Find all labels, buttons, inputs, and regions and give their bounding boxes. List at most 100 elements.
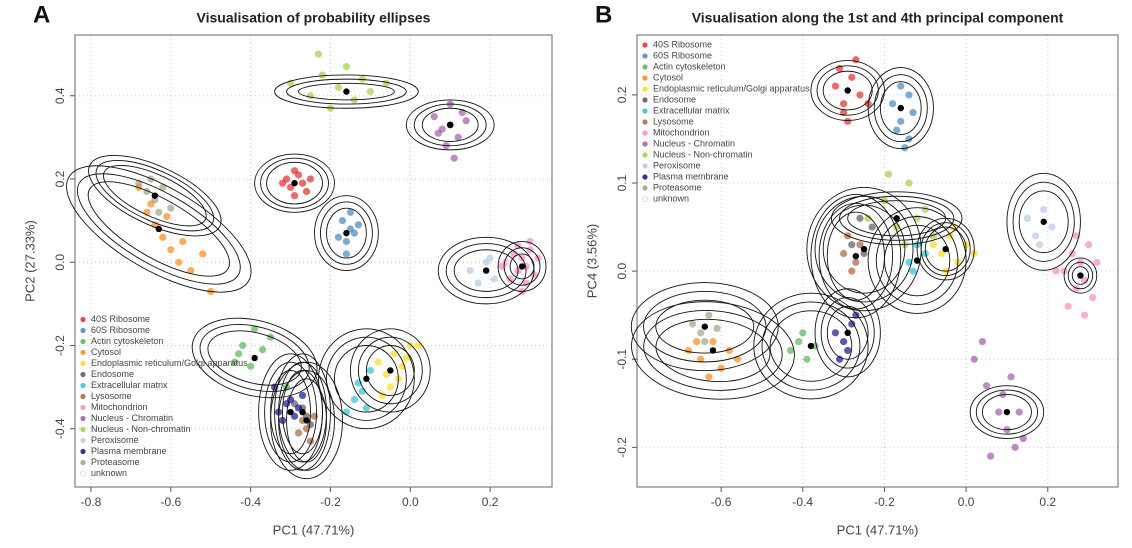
point <box>163 212 171 221</box>
point <box>239 341 247 350</box>
legend-label: Nucleus - Non-chromatin <box>653 149 753 159</box>
point <box>1031 232 1040 240</box>
legend-label: Proteasome <box>91 457 140 467</box>
point <box>406 341 414 350</box>
point <box>795 338 803 346</box>
legend-label: Lysosome <box>91 391 132 401</box>
point <box>187 266 195 275</box>
point <box>897 82 905 90</box>
point <box>294 171 303 179</box>
point <box>362 404 370 412</box>
probability-ellipse <box>88 154 222 237</box>
centroid <box>942 245 949 253</box>
probability-ellipse <box>421 107 479 142</box>
point <box>848 267 856 275</box>
point <box>713 324 721 333</box>
point <box>147 175 155 183</box>
point <box>366 366 374 375</box>
probability-ellipse <box>814 195 914 303</box>
x-tick-label: -0.6 <box>711 495 732 509</box>
point <box>1064 302 1072 310</box>
centroid <box>251 354 258 362</box>
probability-ellipse <box>975 389 1039 435</box>
centroid <box>844 87 851 94</box>
x-tick-label: -0.8 <box>81 495 102 509</box>
point <box>840 100 848 108</box>
legend-label: Plasma membrane <box>91 446 167 456</box>
centroid <box>844 329 851 337</box>
point <box>346 208 355 216</box>
legend-label: unknown <box>91 468 127 478</box>
point <box>909 108 917 117</box>
legend-swatch <box>642 174 648 180</box>
legend-swatch <box>79 470 87 477</box>
x-tick-label: -0.2 <box>320 495 341 509</box>
point <box>786 346 795 355</box>
point <box>893 126 901 134</box>
point <box>1040 205 1048 214</box>
probability-ellipse <box>969 385 1045 439</box>
point <box>978 338 987 346</box>
point <box>1048 223 1056 231</box>
point <box>474 279 482 287</box>
centroid <box>893 215 900 222</box>
legend-label: Plasma membrane <box>653 171 729 181</box>
centroid <box>287 408 294 416</box>
legend-swatch <box>80 338 86 345</box>
point <box>1093 258 1101 266</box>
point <box>844 117 852 125</box>
point <box>159 233 167 241</box>
point <box>338 217 347 225</box>
point <box>350 229 359 237</box>
legend-swatch <box>80 371 86 378</box>
point <box>1089 293 1097 302</box>
legend-swatch <box>80 327 86 334</box>
legend-swatch <box>642 75 648 81</box>
point <box>1015 408 1023 416</box>
legend-swatch <box>642 64 648 70</box>
plot-frame <box>636 34 1119 488</box>
probability-ellipse <box>769 310 853 382</box>
point <box>374 358 382 366</box>
x-axis-label: PC1 (47.71%) <box>273 522 355 537</box>
point <box>342 63 351 71</box>
point <box>701 338 709 346</box>
probability-ellipse <box>847 200 947 237</box>
legend-label: 40S Ribosome <box>653 39 712 49</box>
probability-ellipse <box>981 394 1032 431</box>
point <box>905 179 913 187</box>
point <box>366 88 374 96</box>
point <box>314 50 323 58</box>
probability-ellipse <box>630 282 779 372</box>
point <box>247 362 255 370</box>
point <box>402 354 410 362</box>
centroid <box>343 229 350 237</box>
probability-ellipse <box>357 336 423 405</box>
point <box>167 204 175 212</box>
probability-ellipse <box>810 194 902 319</box>
centroid <box>299 408 306 416</box>
point <box>1044 249 1052 258</box>
point <box>840 249 848 258</box>
legend-label: 40S Ribosome <box>91 314 150 324</box>
legend-swatch <box>642 42 648 48</box>
probability-ellipse <box>278 370 335 471</box>
probability-ellipse <box>405 99 495 151</box>
point <box>298 179 307 187</box>
point <box>946 232 954 240</box>
point <box>856 91 864 99</box>
probability-ellipse <box>643 310 783 391</box>
probability-ellipse <box>286 78 407 105</box>
point <box>286 183 295 191</box>
point <box>306 92 315 100</box>
point <box>982 382 991 390</box>
probability-ellipse <box>873 74 928 143</box>
point <box>1080 311 1089 319</box>
point <box>889 100 897 108</box>
point <box>848 73 856 81</box>
point <box>844 346 852 355</box>
point <box>235 350 243 358</box>
legend-swatch <box>642 53 648 59</box>
point <box>831 329 840 337</box>
centroid <box>1003 408 1011 416</box>
